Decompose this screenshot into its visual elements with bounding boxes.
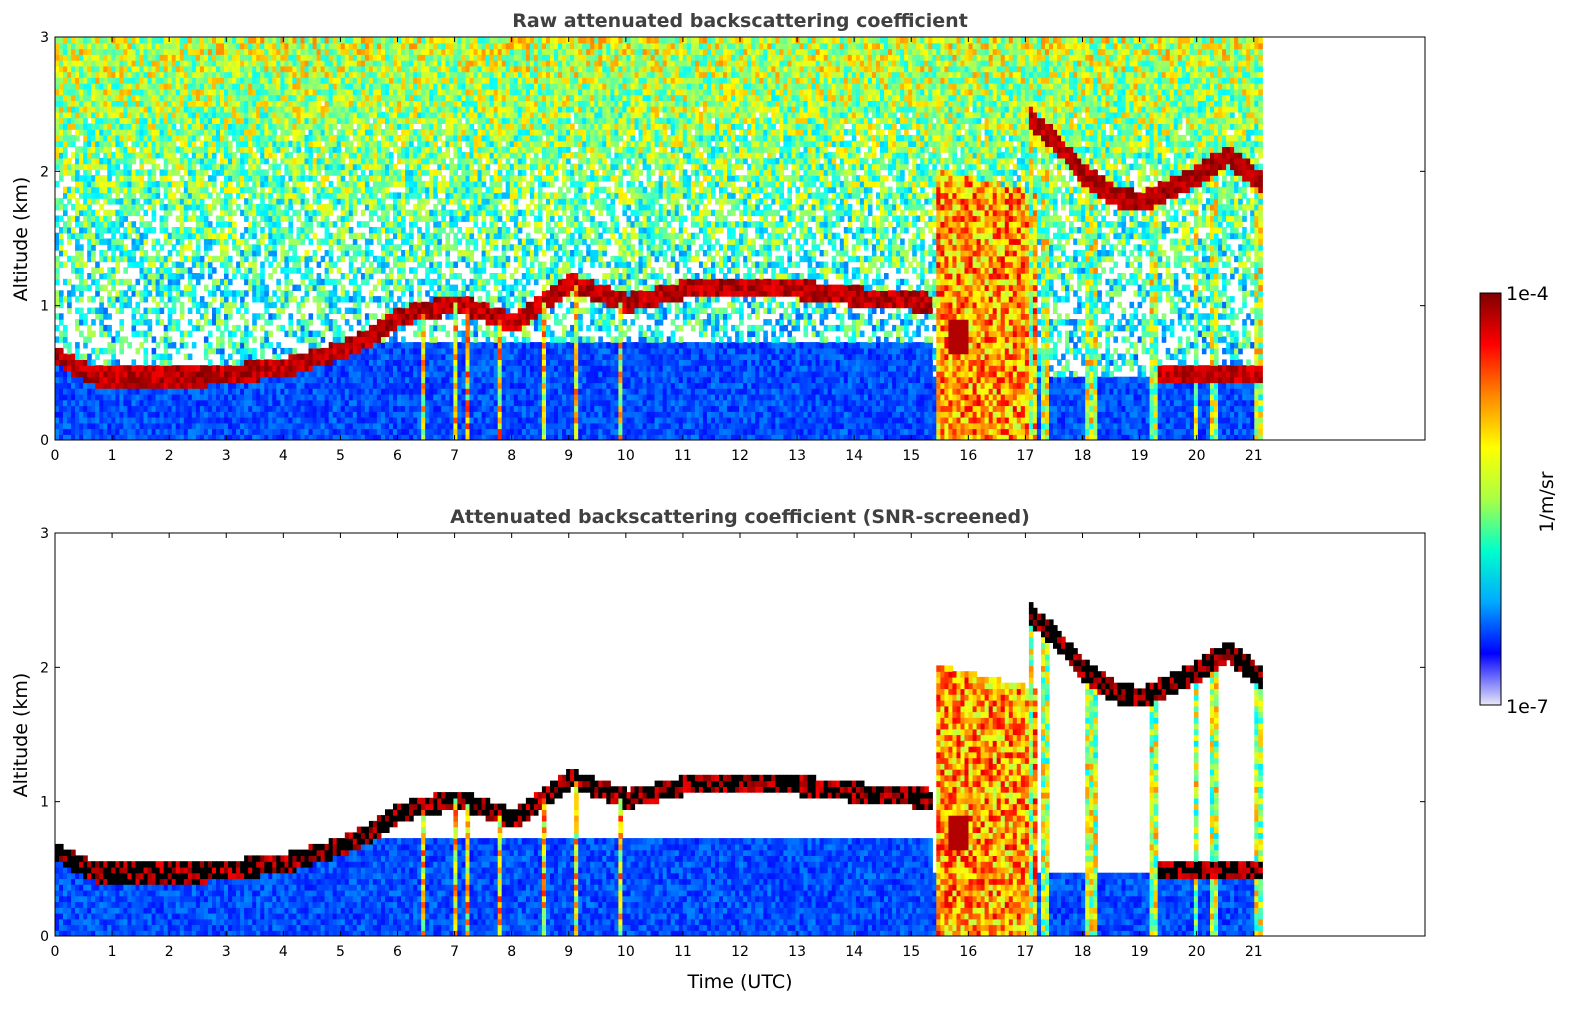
x-tick-label: 6: [393, 944, 402, 960]
x-tick-label: 12: [731, 944, 749, 960]
colorbar: 1e-4 1e-7 1/m/sr: [1479, 283, 1558, 718]
panel-raw-title: Raw attenuated backscattering coefficien…: [512, 10, 968, 32]
x-tick-label: 18: [1074, 448, 1092, 464]
x-tick-label: 14: [845, 448, 863, 464]
x-tick-label: 21: [1245, 448, 1263, 464]
x-tick-label: 9: [564, 448, 573, 464]
x-tick-label: 18: [1074, 944, 1092, 960]
y-tick-label: 1: [40, 795, 49, 811]
x-tick-label: 12: [731, 448, 749, 464]
x-tick-label: 15: [902, 944, 920, 960]
x-tick-label: 5: [336, 944, 345, 960]
x-tick-label: 8: [507, 944, 516, 960]
x-tick-label: 16: [959, 448, 977, 464]
x-tick-label: 13: [788, 448, 806, 464]
x-tick-label: 7: [450, 448, 459, 464]
y-tick-label: 3: [40, 526, 49, 542]
x-tick-label: 3: [222, 448, 231, 464]
panel-raw-heatmap: [55, 37, 1263, 440]
x-tick-label: 21: [1245, 944, 1263, 960]
x-tick-label: 1: [108, 448, 117, 464]
x-tick-label: 1: [108, 944, 117, 960]
x-tick-label: 20: [1188, 944, 1206, 960]
y-tick-label: 0: [40, 929, 49, 945]
panel-screened: Attenuated backscattering coefficient (S…: [10, 506, 1426, 993]
colorbar-min-label: 1e-7: [1506, 696, 1549, 718]
y-tick-label: 1: [40, 299, 49, 315]
x-tick-label: 16: [959, 944, 977, 960]
y-tick-label: 2: [40, 164, 49, 180]
y-tick-label: 2: [40, 660, 49, 676]
colorbar-unit-label: 1/m/sr: [1536, 471, 1558, 532]
x-tick-label: 19: [1131, 448, 1149, 464]
x-tick-label: 17: [1017, 944, 1035, 960]
colorbar-max-label: 1e-4: [1506, 283, 1549, 305]
x-tick-label: 15: [902, 448, 920, 464]
x-tick-label: 13: [788, 944, 806, 960]
x-tick-label: 2: [165, 448, 174, 464]
panel-raw-ylabel: Altitude (km): [10, 177, 32, 302]
panel-screened-ylabel: Altitude (km): [10, 673, 32, 798]
x-tick-label: 9: [564, 944, 573, 960]
colorbar-gradient: [1479, 292, 1502, 706]
panel-screened-title: Attenuated backscattering coefficient (S…: [450, 506, 1030, 528]
y-tick-label: 3: [40, 30, 49, 46]
x-tick-label: 2: [165, 944, 174, 960]
panel-screened-xlabel: Time (UTC): [686, 971, 792, 993]
x-tick-label: 3: [222, 944, 231, 960]
panel-raw: Raw attenuated backscattering coefficien…: [10, 10, 1426, 464]
x-tick-label: 10: [617, 448, 635, 464]
y-tick-label: 0: [40, 433, 49, 449]
x-tick-label: 17: [1017, 448, 1035, 464]
panel-screened-y-axis: 0 1 2 3: [40, 526, 1425, 945]
x-tick-label: 14: [845, 944, 863, 960]
x-tick-label: 0: [51, 944, 60, 960]
x-tick-label: 19: [1131, 944, 1149, 960]
x-tick-label: 8: [507, 448, 516, 464]
panel-screened-heatmap: [55, 602, 1263, 936]
x-tick-label: 6: [393, 448, 402, 464]
panel-raw-x-axis: 0 1 2 3 4 5 6 7 8 9 10 11 12 13 14 15 16 17 18 19 20 21: [51, 37, 1263, 464]
x-tick-label: 4: [279, 448, 288, 464]
x-tick-label: 10: [617, 944, 635, 960]
x-tick-label: 7: [450, 944, 459, 960]
x-tick-label: 0: [51, 448, 60, 464]
x-tick-label: 11: [674, 944, 692, 960]
x-tick-label: 4: [279, 944, 288, 960]
x-tick-label: 20: [1188, 448, 1206, 464]
x-tick-label: 5: [336, 448, 345, 464]
x-tick-label: 11: [674, 448, 692, 464]
panel-raw-y-axis: 0 1 2 3: [40, 30, 1425, 449]
panel-screened-x-axis: 0 1 2 3 4 5 6 7 8 9 10 11 12 13 14 15 16 17 18 19 20 21: [51, 533, 1263, 960]
